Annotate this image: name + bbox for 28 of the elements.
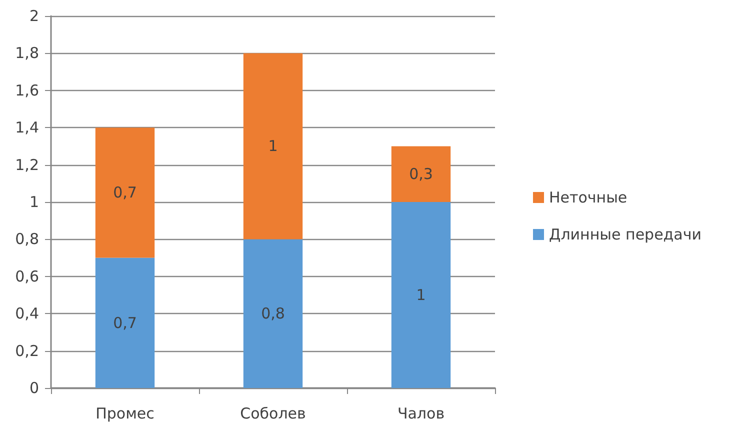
y-tick-label: 0,6 xyxy=(15,267,39,286)
data-label: 0,7 xyxy=(113,314,137,332)
bar xyxy=(95,128,155,258)
y-tick-label: 0,2 xyxy=(15,342,39,360)
x-tick-label: Соболев xyxy=(240,404,306,422)
x-tick-label: Чалов xyxy=(397,404,445,422)
legend-label: Длинные передачи xyxy=(549,226,702,244)
bar xyxy=(95,258,155,388)
data-label: 1 xyxy=(268,137,278,156)
y-tick-label: 1,8 xyxy=(15,44,39,62)
y-tick-label: 1,4 xyxy=(15,118,39,137)
data-label: 0,3 xyxy=(409,165,433,184)
bar xyxy=(391,202,451,388)
data-label: 0,8 xyxy=(261,304,285,323)
y-tick-label: 1,2 xyxy=(15,156,39,174)
data-label: 0,7 xyxy=(113,184,137,202)
bar xyxy=(391,146,451,202)
data-label: 1 xyxy=(416,286,426,304)
bar xyxy=(243,53,303,240)
legend-label: Неточные xyxy=(549,188,628,206)
y-tick-label: 2 xyxy=(29,7,39,25)
y-tick-label: 0,4 xyxy=(15,304,39,323)
y-tick-label: 0,8 xyxy=(15,230,39,248)
y-tick-label: 0 xyxy=(29,379,39,397)
x-tick-label: Промес xyxy=(96,404,154,422)
bar xyxy=(243,239,303,388)
y-tick-label: 1,6 xyxy=(15,81,39,100)
y-tick-label: 1 xyxy=(29,193,39,211)
